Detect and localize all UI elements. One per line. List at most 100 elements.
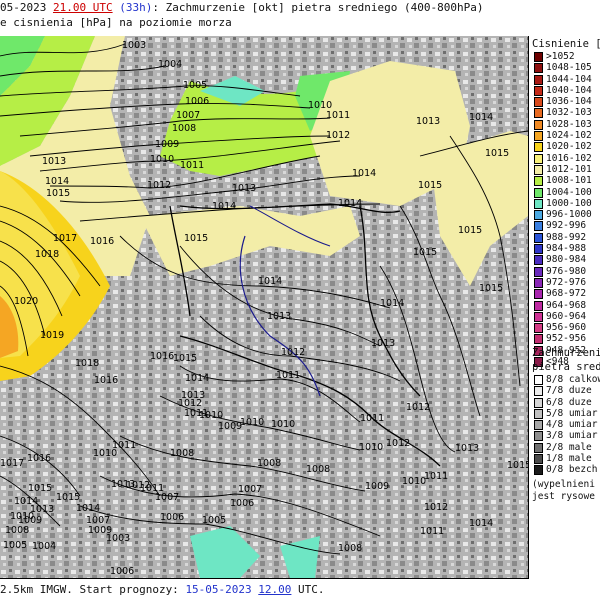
cloud-legend-label: 2/8 male — [546, 441, 592, 453]
isobar-label: 1018 — [35, 249, 59, 260]
pressure-legend-item: <948 — [532, 356, 600, 368]
pressure-legend-label: 968-972 — [546, 288, 587, 300]
isobar-label: 1008 — [5, 525, 29, 536]
pressure-legend-swatch — [534, 266, 543, 277]
isobar-label: 1013 — [455, 443, 479, 454]
pressure-legend-label: 996-1000 — [546, 209, 592, 221]
isobar-label: 1004 — [32, 541, 56, 552]
cloud-legend-item: 5/8 umiar — [532, 408, 600, 419]
pressure-legend-swatch — [534, 210, 543, 221]
pressure-legend-label: 984-988 — [546, 243, 587, 255]
isobar-label: 1012 — [281, 347, 305, 358]
cloud-legend-label: 7/8 duze — [546, 385, 592, 397]
isobar-label: 1013 — [232, 183, 256, 194]
isobar-label: 1008 — [338, 543, 362, 554]
pressure-legend-label: >1052 — [546, 51, 575, 62]
isobar-label: 1005 — [183, 80, 207, 91]
isobar-label: 1015 — [485, 148, 509, 159]
cloud-legend-item: 8/8 calkow — [532, 374, 600, 385]
cloud-legend-swatch — [534, 442, 543, 453]
isobar-label: 1006 — [110, 566, 134, 577]
isobar-label: 1011 — [424, 471, 448, 482]
cloud-legend-label: 0/8 bezch — [546, 464, 598, 476]
pressure-legend-item: 1016-102 — [532, 153, 600, 164]
river-narew — [249, 205, 331, 247]
isobar-label: 1012 — [386, 438, 410, 449]
isobar-label: 1015 — [479, 283, 503, 294]
isobar-label: 1009 — [155, 139, 179, 150]
isobar-label: 1015 — [458, 225, 482, 236]
pressure-legend-item: 1000-100 — [532, 198, 600, 209]
pressure-legend-label: 988-992 — [546, 231, 587, 243]
cloud-legend-label: 1/8 male — [546, 453, 592, 465]
pressure-legend-label: 992-996 — [546, 220, 587, 232]
pressure-legend-swatch — [534, 221, 543, 232]
isobar-label: 1006 — [230, 498, 254, 509]
isobar-label: 1014 — [338, 198, 362, 209]
river-vistula — [239, 235, 321, 397]
pressure-legend-item: 964-968 — [532, 300, 600, 311]
isobar-label: 1015 — [413, 247, 437, 258]
cloud-legend-swatch — [534, 408, 543, 419]
isobar-label: 1014 — [14, 496, 38, 507]
isobar-label: 1010 — [308, 100, 332, 111]
isobar-label: 1014 — [258, 276, 282, 287]
isobar-label: 1017 — [53, 233, 77, 244]
isobar-label: 1009 — [88, 525, 112, 536]
isobar-label: 1015 — [507, 460, 528, 471]
isobar-label: 1009 — [365, 481, 389, 492]
pressure-legend-swatch — [534, 63, 543, 74]
isobar-label: 1006 — [185, 96, 209, 107]
pressure-legend-item: 972-976 — [532, 277, 600, 288]
pressure-legend-swatch — [534, 345, 543, 356]
pressure-legend-item: 1028-103 — [532, 119, 600, 130]
pressure-legend-label: 1024-102 — [546, 130, 592, 142]
isobar-label: 1013 — [416, 116, 440, 127]
cloud-legend-item: 7/8 duze — [532, 385, 600, 397]
pressure-legend-item: 984-988 — [532, 243, 600, 255]
pressure-legend-swatch — [534, 153, 543, 164]
pressure-legend-label: 1012-101 — [546, 163, 592, 175]
pressure-legend-swatch — [534, 277, 543, 288]
isobar-label: 1015 — [56, 492, 80, 503]
cloud-legend-note-1: (wypelnieni — [532, 478, 595, 490]
cloud-legend-swatch — [534, 420, 543, 431]
cloud-legend-swatch — [534, 431, 543, 442]
map-title: : Zachmurzenie [okt] pietra sredniego (4… — [152, 1, 484, 14]
cloud-legend-item: 6/8 duze — [532, 397, 600, 408]
pressure-legend-label: 1020-102 — [546, 141, 592, 153]
isobar-label: 1016 — [27, 453, 51, 464]
isobar-label: 1008 — [257, 458, 281, 469]
pressure-legend-swatch — [534, 97, 543, 108]
pressure-legend-label: 948-952 — [546, 344, 587, 356]
isobar-label: 1014 — [76, 503, 100, 514]
isobar-label: 1011 — [420, 526, 444, 537]
pressure-legend-label: 1016-102 — [546, 152, 592, 164]
cloud-legend-label: 6/8 duze — [546, 396, 592, 408]
pressure-legend-label: 1036-104 — [546, 96, 592, 108]
isobar-label: 1011 — [112, 440, 136, 451]
isobar-label: 1015 — [173, 353, 197, 364]
pressure-legend-label: 1044-104 — [546, 73, 592, 85]
pressure-legend-swatch — [534, 142, 543, 153]
cloud-legend-swatch — [534, 386, 543, 397]
pressure-fill-1024 — [0, 296, 19, 358]
cloud-legend-label: 4/8 umiar — [546, 419, 598, 431]
pressure-legend-label: 980-984 — [546, 254, 587, 266]
pressure-legend-label: 1008-101 — [546, 175, 592, 187]
pressure-legend-swatch — [534, 323, 543, 334]
isobar-label: 1006 — [160, 512, 184, 523]
pressure-legend-label: 1004-100 — [546, 186, 592, 198]
isobar-label: 1015 — [46, 188, 70, 199]
isobar-label: 1009 — [218, 421, 242, 432]
pressure-legend-swatch — [534, 74, 543, 85]
forecast-map[interactable]: 1003 1004 1005 1006 1007 1008 1009 1010 1011 1012… — [0, 36, 529, 579]
header: 05-2023 21.00 UTC (33h): Zachmurzenie [o… — [0, 0, 530, 36]
isobar-label: 1012 — [424, 502, 448, 513]
pressure-legend-item: 992-996 — [532, 220, 600, 232]
isobar-label: 1011 — [140, 483, 164, 494]
isobar-label: 1017 — [0, 458, 24, 469]
country-borders — [169, 203, 441, 467]
pressure-legend-item: 980-984 — [532, 254, 600, 266]
pressure-fill-1004 — [0, 36, 45, 96]
